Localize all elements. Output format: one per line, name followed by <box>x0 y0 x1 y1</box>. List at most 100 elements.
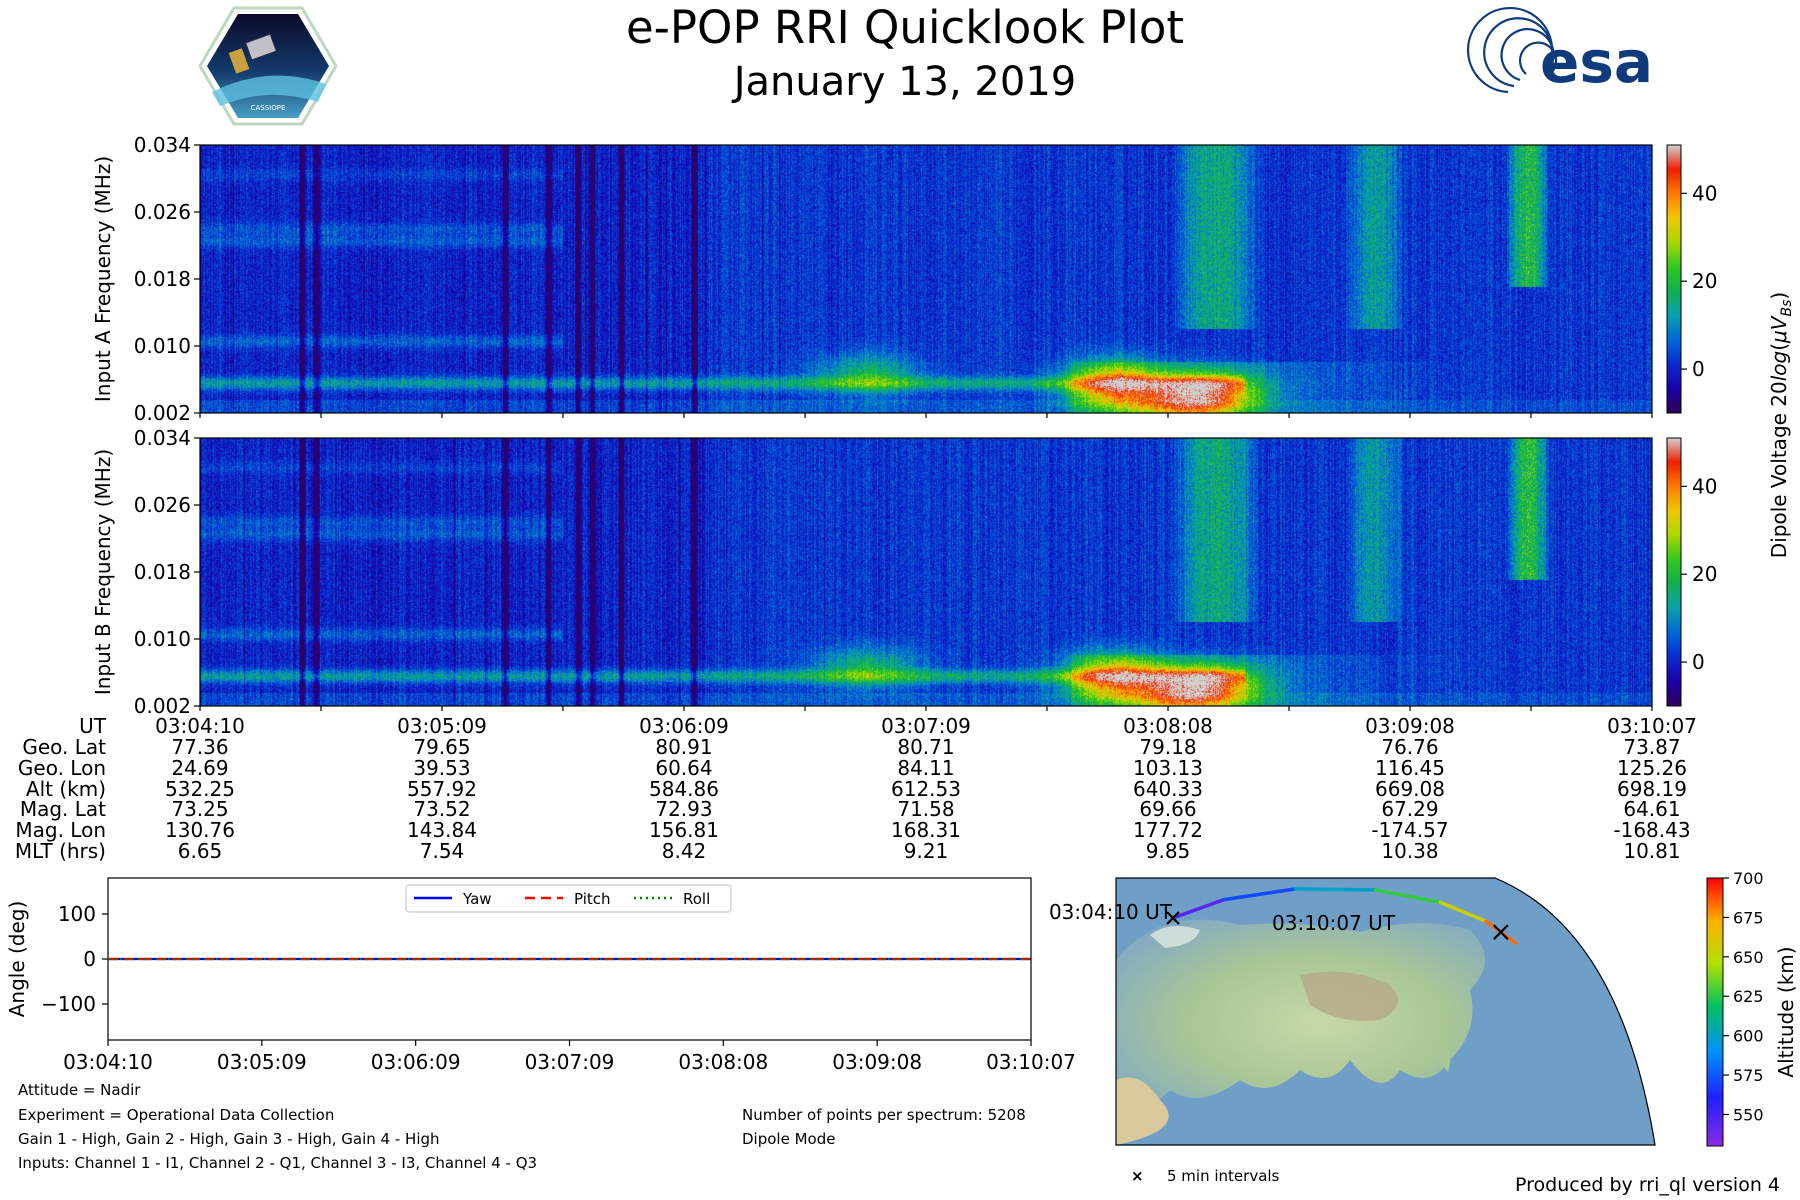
ephemeris-cell: 03:08:08 <box>1123 714 1213 738</box>
attitude-ylabel: Angle (deg) <box>5 901 29 1018</box>
colorbar-tick-label: 0 <box>1692 650 1705 674</box>
ephemeris-cell: 612.53 <box>891 777 961 801</box>
ephemeris-cell: 60.64 <box>655 756 712 780</box>
ephemeris-cell: 116.45 <box>1375 756 1445 780</box>
legend-label-yaw: Yaw <box>462 890 492 908</box>
experiment-text: Experiment = Operational Data Collection <box>18 1106 334 1124</box>
attitude-x-tick-label: 03:10:07 <box>986 1050 1076 1074</box>
attitude-x-tick-label: 03:05:09 <box>217 1050 307 1074</box>
orbit-interval-marker <box>1493 924 1509 940</box>
colorbar-tick-label: 40 <box>1692 181 1717 205</box>
y-tick-label: 0.026 <box>134 493 191 517</box>
ephemeris-cell: 69.66 <box>1139 797 1196 821</box>
ephemeris-cell: 64.61 <box>1623 797 1680 821</box>
spectrogram-a-ylabel: Input A Frequency (MHz) <box>91 156 115 402</box>
ephemeris-cell: 84.11 <box>897 756 954 780</box>
colorbar-label-log: log <box>1767 351 1791 382</box>
attitude-x-tick-label: 03:07:09 <box>525 1050 615 1074</box>
ephemeris-row-label: Mag. Lon <box>15 818 106 842</box>
ephemeris-cell: 130.76 <box>165 818 235 842</box>
ephemeris-cell: 03:04:10 <box>155 714 245 738</box>
ephemeris-cell: 168.31 <box>891 818 961 842</box>
spectrogram-a-image <box>200 145 1652 413</box>
ephemeris-cell: 10.38 <box>1381 839 1438 863</box>
ephemeris-cell: 532.25 <box>165 777 235 801</box>
ephemeris-cell: -168.43 <box>1613 818 1690 842</box>
spectrogram-a-x-ticks <box>199 413 1653 418</box>
spectrogram-b-panel: 0.002 0.010 0.018 0.026 0.034 Input B Freque… <box>91 426 1653 718</box>
inputs-text: Inputs: Channel 1 - I1, Channel 2 - Q1, … <box>18 1154 537 1172</box>
map-boundary <box>1115 877 1656 1146</box>
ephemeris-cell: 73.87 <box>1623 735 1680 759</box>
y-tick-label: 0.010 <box>134 627 191 651</box>
attitude-axes: 100 0 −100 03:04:10 03:05:09 03:06:09 03:07:09… <box>41 902 1076 1074</box>
colorbar-label-unit: μV <box>1767 315 1791 344</box>
spectrogram-b-image <box>200 438 1652 706</box>
altitude-tick-label: 575 <box>1733 1066 1764 1085</box>
attitude-panel: 100 0 −100 03:04:10 03:05:09 03:06:09 03:07:09… <box>5 877 1076 1074</box>
colorbar-tick-label: 0 <box>1692 357 1705 381</box>
ephemeris-cell: 03:10:07 <box>1607 714 1697 738</box>
orbit-start-marker <box>1166 911 1180 925</box>
ephemeris-cell: -174.57 <box>1371 818 1448 842</box>
ephemeris-row-label: Geo. Lat <box>22 735 106 759</box>
altitude-tick-label: 625 <box>1733 987 1764 1006</box>
ephemeris-cell: 77.36 <box>171 735 228 759</box>
legend-label-roll: Roll <box>683 890 710 908</box>
ephemeris-cell: 669.08 <box>1375 777 1445 801</box>
attitude-x-tick-label: 03:08:08 <box>678 1050 768 1074</box>
orbit-start-label: 03:04:10 UT <box>1049 900 1173 924</box>
y-tick-label: 0.002 <box>134 694 191 718</box>
orbit-track-segment <box>1438 900 1488 923</box>
ephemeris-row-label: Alt (km) <box>26 777 106 801</box>
ephemeris-cell: 6.65 <box>178 839 223 863</box>
altitude-tick-label: 675 <box>1733 908 1764 927</box>
attitude-legend: Yaw Pitch Roll <box>405 884 732 913</box>
altitude-tick-label: 600 <box>1733 1027 1764 1046</box>
colorbar-label-close: ) <box>1767 292 1791 300</box>
attitude-x-tick-label: 03:09:08 <box>832 1050 922 1074</box>
ephemeris-cell: 03:09:08 <box>1365 714 1455 738</box>
colorbar-label-sub-b: B <box>1779 307 1795 317</box>
ephemeris-cell: 73.52 <box>413 797 470 821</box>
ephemeris-cell: 76.76 <box>1381 735 1438 759</box>
ephemeris-cell: 72.93 <box>655 797 712 821</box>
legend-label-pitch: Pitch <box>574 890 611 908</box>
mode-text: Dipole Mode <box>742 1130 835 1148</box>
attitude-y-tick-label: 0 <box>83 947 96 971</box>
y-tick-label: 0.034 <box>134 426 191 450</box>
ephemeris-cell: 03:05:09 <box>397 714 487 738</box>
colorbar-b: 0 20 40 <box>1666 437 1717 707</box>
altitude-colorbar-ticks: 550 575 600 625 650 675 700 <box>1723 869 1764 1124</box>
ephemeris-cell: 10.81 <box>1623 839 1680 863</box>
produced-by-text: Produced by rri_ql version 4 <box>1515 1174 1780 1196</box>
ephemeris-cell: 103.13 <box>1133 756 1203 780</box>
spectrogram-a-panel: 0.002 0.010 0.018 0.026 0.034 Input A Freque… <box>91 133 1653 425</box>
ephemeris-cell: 80.71 <box>897 735 954 759</box>
y-tick-label: 0.010 <box>134 334 191 358</box>
ephemeris-cell: 7.54 <box>420 839 465 863</box>
colorbar-label: Dipole Voltage 20log(μVBs) <box>1767 292 1795 558</box>
ephemeris-cell: 03:07:09 <box>881 714 971 738</box>
earth-basemap <box>1116 878 1655 1145</box>
interval-marker-symbol: × <box>1131 1167 1144 1185</box>
orbit-end-label: 03:10:07 UT <box>1272 911 1396 935</box>
ephemeris-row-label: UT <box>79 714 107 738</box>
ephemeris-cell: 24.69 <box>171 756 228 780</box>
ephemeris-cell: 79.65 <box>413 735 470 759</box>
gains-text: Gain 1 - High, Gain 2 - High, Gain 3 - H… <box>18 1130 440 1148</box>
orbit-track-segment <box>1171 897 1226 920</box>
orbit-track-segment <box>1221 887 1298 902</box>
orbit-track-segment <box>1293 887 1378 892</box>
y-tick-label: 0.034 <box>134 133 191 157</box>
ephemeris-cell: 125.26 <box>1617 756 1687 780</box>
mission-logo-text: CASSIOPE <box>251 104 286 112</box>
colorbar-a-ticks: 0 20 40 <box>1681 181 1717 381</box>
ephemeris-cell: 9.21 <box>904 839 949 863</box>
ephemeris-cell: 640.33 <box>1133 777 1203 801</box>
altitude-colorbar: 550 575 600 625 650 675 700 Altitude (km) <box>1706 869 1798 1147</box>
footer-info: Attitude = Nadir Experiment = Operationa… <box>18 1081 1780 1196</box>
orbit-map-panel: 03:04:10 UT 03:10:07 UT <box>1049 877 1656 1146</box>
